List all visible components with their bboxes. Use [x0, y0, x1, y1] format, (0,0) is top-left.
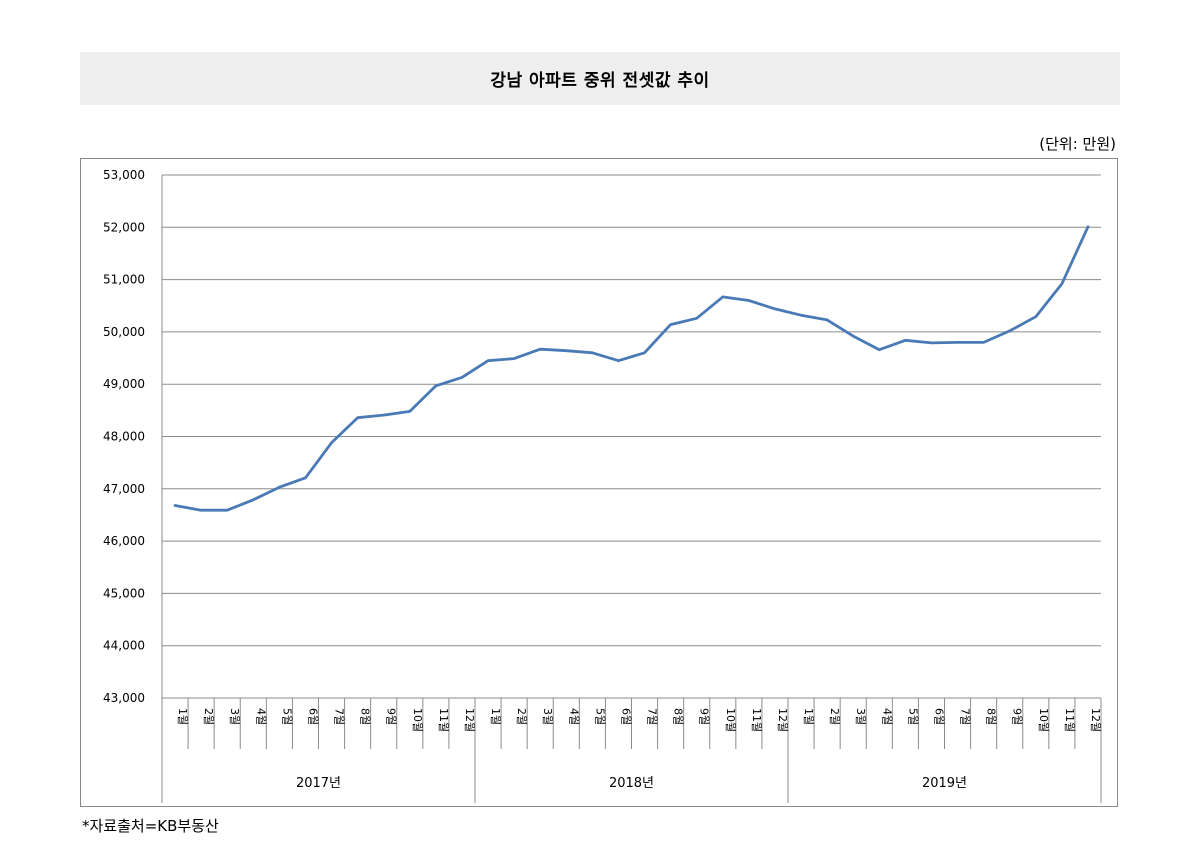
x-tick-label: 6월 — [306, 708, 319, 725]
x-tick-label: 1월 — [176, 708, 189, 725]
x-tick-label: 3월 — [541, 708, 554, 725]
x-tick-label: 7월 — [646, 708, 659, 725]
chart-title: 강남 아파트 중위 전셋값 추이 — [490, 71, 710, 91]
x-tick-label: 10월 — [411, 708, 424, 732]
y-tick-label: 47,000 — [103, 482, 145, 496]
x-tick-label: 8월 — [359, 708, 372, 725]
x-tick-label: 6월 — [619, 708, 632, 725]
y-tick-label: 45,000 — [103, 586, 145, 600]
x-tick-label: 2월 — [828, 708, 841, 725]
y-tick-label: 46,000 — [103, 534, 145, 548]
y-tick-label: 53,000 — [103, 168, 145, 182]
x-tick-label: 12월 — [1089, 708, 1102, 732]
x-group-label: 2017년 — [296, 776, 341, 791]
y-tick-label: 43,000 — [103, 691, 145, 705]
y-tick-label: 49,000 — [103, 377, 145, 391]
x-tick-label: 5월 — [280, 708, 293, 725]
x-tick-label: 12월 — [776, 708, 789, 732]
line-chart: 43,000 44,000 45,000 46,000 47,000 48,000 49,0… — [103, 168, 1102, 803]
x-tick-label: 4월 — [880, 708, 893, 725]
x-tick-label: 2월 — [202, 708, 215, 725]
unit-label: (단위: 만원) — [1039, 135, 1116, 153]
series-line — [173, 225, 1090, 512]
x-tick-label: 4월 — [567, 708, 580, 725]
y-tick-label: 51,000 — [103, 273, 145, 287]
x-tick-label: 9월 — [1011, 708, 1024, 725]
y-tick-label: 50,000 — [103, 325, 145, 339]
x-tick-label: 10월 — [724, 708, 737, 732]
x-tick-label: 2월 — [515, 708, 528, 725]
x-tick-label: 3월 — [228, 708, 241, 725]
x-tick-label: 7월 — [333, 708, 346, 725]
chart-title-bar: 강남 아파트 중위 전셋값 추이 — [80, 52, 1120, 105]
x-tick-label: 1월 — [802, 708, 815, 725]
x-tick-label: 6월 — [932, 708, 945, 725]
x-tick-label: 3월 — [854, 708, 867, 725]
x-tick-label: 9월 — [698, 708, 711, 725]
x-tick-label: 10월 — [1037, 708, 1050, 732]
x-tick-label: 11월 — [437, 708, 450, 732]
y-tick-label: 52,000 — [103, 220, 145, 234]
x-tick-label: 5월 — [593, 708, 606, 725]
x-tick-label: 8월 — [672, 708, 685, 725]
x-tick-label: 12월 — [463, 708, 476, 732]
x-group-label: 2019년 — [922, 776, 967, 791]
x-tick-label: 11월 — [1063, 708, 1076, 732]
x-group-label: 2018년 — [609, 776, 654, 791]
x-tick-label: 4월 — [254, 708, 267, 725]
x-tick-label: 5월 — [906, 708, 919, 725]
x-tick-label: 1월 — [489, 708, 502, 725]
x-tick-label: 9월 — [385, 708, 398, 725]
y-tick-label: 48,000 — [103, 430, 145, 444]
x-tick-label: 8월 — [985, 708, 998, 725]
y-tick-label: 44,000 — [103, 639, 145, 653]
x-tick-label: 7월 — [959, 708, 972, 725]
source-note: *자료출처=KB부동산 — [82, 817, 219, 835]
chart-frame: 43,000 44,000 45,000 46,000 47,000 48,000 49,0… — [80, 158, 1118, 807]
x-tick-label: 11월 — [750, 708, 763, 732]
